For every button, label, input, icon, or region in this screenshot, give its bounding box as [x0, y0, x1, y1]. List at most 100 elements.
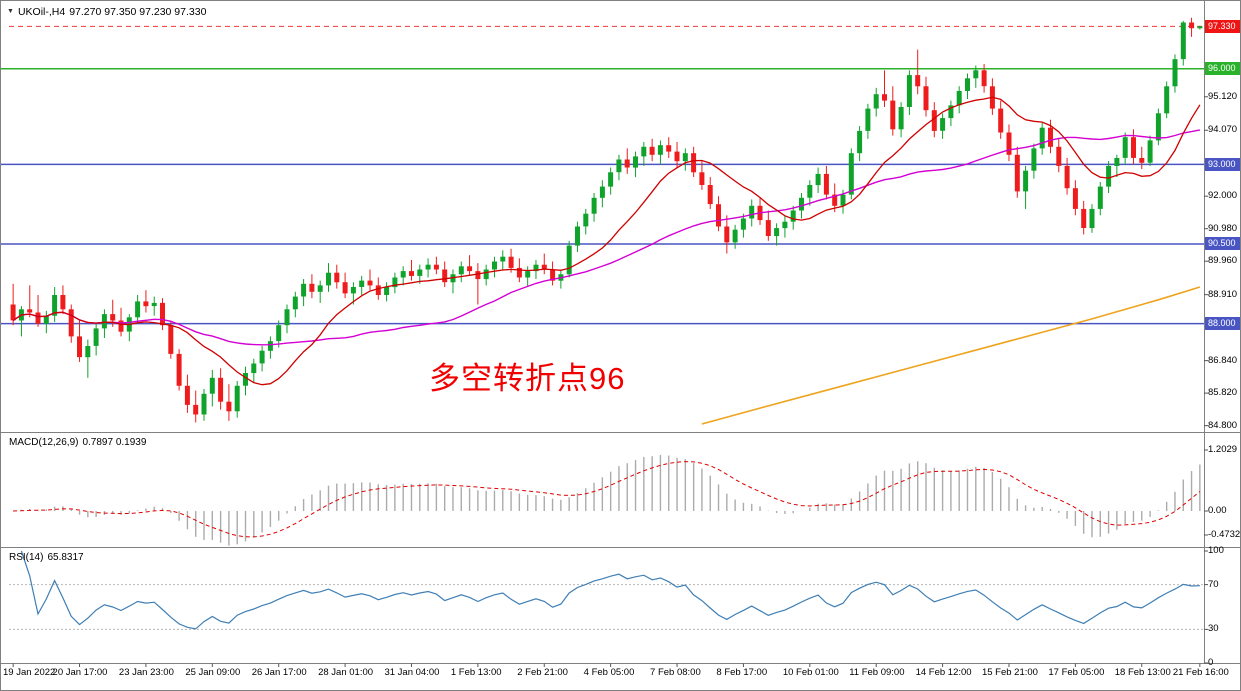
- candle-body: [1197, 26, 1203, 29]
- candle-body: [500, 256, 506, 262]
- candle-body: [492, 261, 497, 270]
- time-axis-label: 10 Feb 01:00: [782, 667, 839, 678]
- candle-body: [284, 309, 290, 326]
- candle-body: [691, 153, 697, 173]
- candle-body: [807, 185, 813, 198]
- candle-body: [865, 108, 871, 131]
- candle-body: [193, 404, 199, 415]
- candle-body: [400, 271, 406, 278]
- time-axis-label: 28 Jan 01:00: [318, 667, 374, 678]
- price-line-badge: 96.000: [1205, 62, 1240, 76]
- candle-body: [85, 346, 91, 358]
- candle-body: [309, 283, 315, 292]
- macd-name: MACD(12,26,9): [9, 437, 79, 448]
- candle-body: [276, 325, 282, 342]
- candle-body: [633, 156, 638, 168]
- candle-body: [823, 173, 829, 195]
- candle-body: [1172, 59, 1178, 87]
- candle-body: [657, 145, 663, 155]
- panel-separator-rsi[interactable]: [1, 544, 1204, 551]
- candle-body: [209, 377, 215, 394]
- candle-body: [599, 186, 605, 198]
- candle-body: [1072, 188, 1078, 209]
- candle-body: [575, 226, 580, 246]
- candle-body: [799, 197, 804, 211]
- candle-body: [101, 314, 107, 329]
- price-line-badge: 93.000: [1205, 157, 1240, 171]
- time-axis-label: 23 Jan 23:00: [118, 667, 174, 678]
- candle-body: [774, 228, 780, 237]
- candle-body: [1114, 158, 1120, 166]
- candle-body: [624, 159, 630, 168]
- candle-body: [160, 302, 165, 326]
- candle-body: [782, 221, 788, 229]
- candle-body: [243, 373, 248, 386]
- time-axis-label: 26 Jan 17:00: [251, 667, 307, 678]
- candle-body: [1048, 127, 1053, 147]
- time-axis-label: 4 Feb 05:00: [583, 667, 635, 678]
- time-axis-label: 17 Feb 05:00: [1048, 667, 1105, 678]
- price-line-badge: 88.000: [1205, 317, 1240, 331]
- candle-body: [857, 130, 863, 154]
- time-axis[interactable]: [1, 664, 1240, 690]
- time-axis-label: 7 Feb 08:00: [650, 667, 701, 678]
- candle-body: [1081, 208, 1087, 228]
- price-tick-label: 94.070: [1208, 124, 1238, 136]
- candle-body: [973, 70, 979, 79]
- candle-body: [52, 295, 58, 316]
- candle-body: [699, 172, 705, 185]
- price-tick-label: 88.910: [1208, 288, 1238, 300]
- current-price-badge: 97.330: [1205, 19, 1240, 33]
- candle-body: [93, 328, 99, 346]
- candle-body: [218, 377, 224, 402]
- candle-body: [1131, 137, 1136, 158]
- time-axis-label: 19 Jan 2022: [3, 667, 56, 678]
- candle-body: [641, 146, 647, 157]
- candle-body: [873, 94, 879, 109]
- time-axis-label: 25 Jan 09:00: [185, 667, 241, 678]
- time-axis-label: 8 Feb 17:00: [716, 667, 768, 678]
- candle-body: [591, 197, 597, 214]
- candle-body: [616, 159, 622, 173]
- candle-body: [533, 264, 539, 272]
- macd-axis-label: 1.2029: [1208, 444, 1238, 455]
- chart-annotation-text: 多空转折点96: [429, 361, 626, 396]
- candle-body: [110, 314, 116, 321]
- time-axis-label: 2 Feb 21:00: [517, 667, 568, 678]
- candle-body: [1064, 165, 1070, 189]
- macd-values: 0.7897 0.1939: [82, 437, 147, 448]
- candle-body: [251, 363, 257, 374]
- candle-body: [948, 105, 954, 119]
- candle-body: [1164, 86, 1170, 114]
- candle-body: [898, 107, 904, 130]
- candle-body: [417, 269, 423, 276]
- candle-body: [143, 301, 149, 307]
- panel-separator-macd[interactable]: [1, 429, 1204, 436]
- candle-body: [342, 282, 348, 294]
- rsi-value: 65.8317: [47, 552, 84, 563]
- price-axis[interactable]: [1205, 1, 1240, 663]
- candle-body: [765, 220, 771, 236]
- candle-body: [151, 302, 157, 307]
- price-tick-label: 89.960: [1208, 255, 1238, 267]
- candle-body: [135, 301, 141, 318]
- candle-body: [301, 283, 307, 297]
- time-axis-label: 14 Feb 12:00: [915, 667, 972, 678]
- macd-axis-label: -0.4732: [1208, 528, 1241, 540]
- candle-body: [1006, 132, 1012, 155]
- candle-body: [334, 272, 340, 283]
- candle-body: [956, 91, 962, 106]
- candle-body: [848, 153, 854, 195]
- candle-body: [965, 78, 970, 91]
- candle-body: [384, 287, 390, 295]
- collapse-triangle-icon[interactable]: ▼: [7, 8, 14, 15]
- candle-body: [1089, 208, 1095, 228]
- ohlc-values: 97.270 97.350 97.230 97.330: [69, 6, 207, 18]
- candle-body: [475, 271, 481, 280]
- candle-body: [583, 213, 589, 227]
- candle-body: [77, 336, 82, 358]
- candle-body: [1014, 154, 1020, 192]
- candle-body: [649, 146, 655, 155]
- time-axis-label: 18 Feb 13:00: [1114, 667, 1171, 678]
